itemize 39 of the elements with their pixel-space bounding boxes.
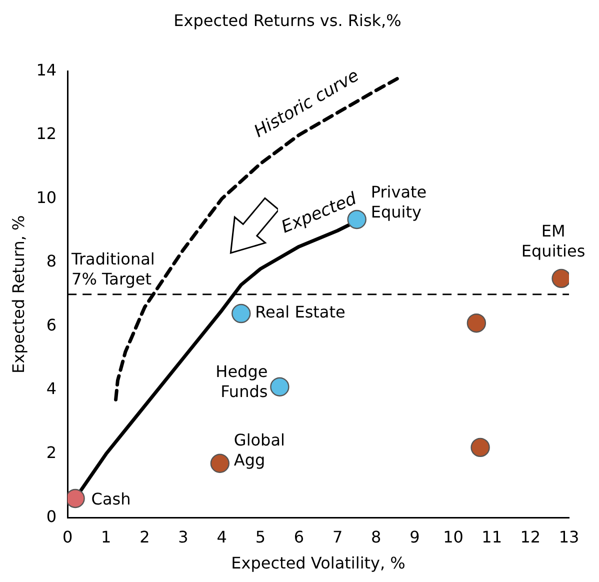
x-tick-label: 3 — [178, 527, 188, 546]
series-label: Hedge Funds — [216, 362, 268, 402]
point — [68, 488, 85, 508]
x-tick-label: 2 — [140, 527, 150, 546]
x-tick-label: 10 — [443, 527, 464, 546]
x-tick-label: 4 — [216, 527, 227, 546]
ref-line-label: Traditional 7% Target — [70, 250, 155, 289]
chart-title: Expected Returns vs. Risk,% — [174, 10, 402, 30]
x-tick-label: 7 — [332, 527, 343, 546]
y-tick-label: 8 — [46, 252, 57, 271]
series-label: Private Equity — [370, 182, 427, 222]
x-axis-title: Expected Volatility, % — [231, 554, 406, 573]
y-tick-label: 12 — [36, 124, 57, 144]
series-label: Global Agg — [234, 430, 285, 470]
series-label: Cash — [91, 490, 131, 509]
x-tick-label: 6 — [294, 527, 304, 546]
y-tick-label: 14 — [36, 60, 57, 80]
x-tick-label: 9 — [410, 527, 420, 546]
series-label: EM Equities — [521, 222, 586, 261]
x-tick-label: 0 — [62, 527, 73, 546]
y-tick-label: 0 — [46, 506, 57, 526]
series-label: Real Estate — [255, 302, 346, 322]
point — [466, 313, 486, 333]
point — [232, 304, 251, 324]
x-tick-label: 5 — [255, 527, 266, 546]
y-tick-label: 2 — [46, 442, 57, 462]
x-tick-label: 12 — [520, 527, 541, 546]
y-tick-label: 6 — [46, 315, 57, 334]
x-tick-label: 1 — [101, 527, 112, 546]
x-tick-label: 13 — [558, 527, 580, 546]
point — [210, 454, 230, 473]
point — [470, 438, 490, 458]
x-tick-label: 8 — [371, 527, 382, 546]
y-axis-title: Expected Return, % — [8, 215, 28, 374]
y-tick-label: 4 — [46, 379, 57, 398]
x-tick-label: 11 — [482, 527, 502, 546]
y-tick-label: 10 — [36, 188, 57, 207]
point — [270, 377, 290, 396]
point — [552, 268, 569, 288]
